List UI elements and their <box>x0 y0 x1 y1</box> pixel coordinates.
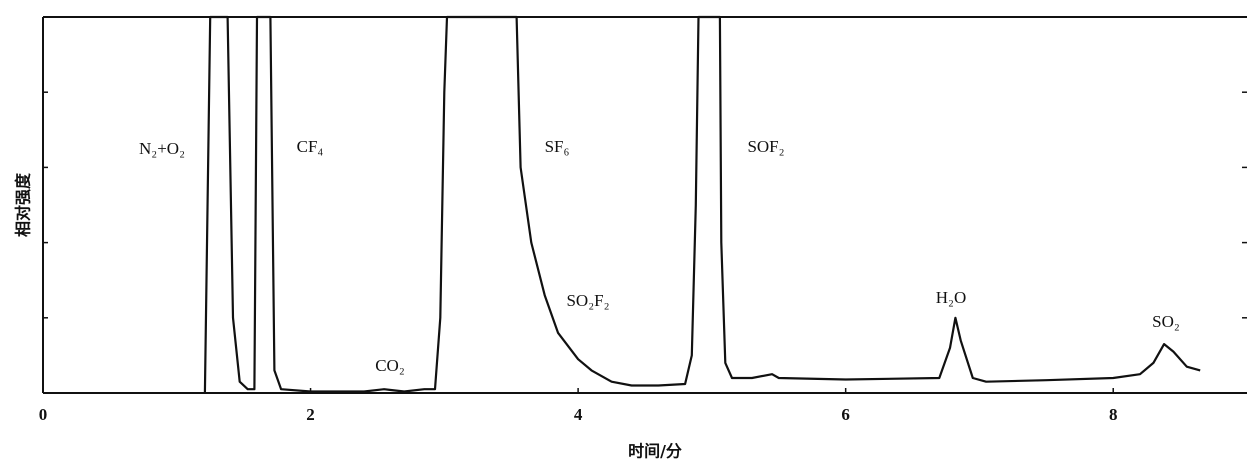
y-axis-title: 相对强度 <box>14 172 33 237</box>
x-tick-label: 8 <box>1109 405 1118 424</box>
peak-label: SO₂ <box>1152 312 1180 331</box>
peak-label: N₂+O₂ <box>139 139 185 158</box>
x-tick-label: 0 <box>39 405 48 424</box>
signal-line <box>203 15 1201 394</box>
peak-label: SOF₂ <box>747 137 784 156</box>
peak-label: CO₂ <box>375 356 405 375</box>
peak-label: H₂O <box>936 288 966 307</box>
x-tick-label: 6 <box>841 405 850 424</box>
x-tick-label: 4 <box>574 405 583 424</box>
peak-label: SF₆ <box>545 137 570 156</box>
peak-label: SO₂F₂ <box>566 291 609 310</box>
x-axis-title: 时间/分 <box>628 442 682 461</box>
x-tick-label: 2 <box>306 405 315 424</box>
peak-label: CF₄ <box>297 137 324 156</box>
